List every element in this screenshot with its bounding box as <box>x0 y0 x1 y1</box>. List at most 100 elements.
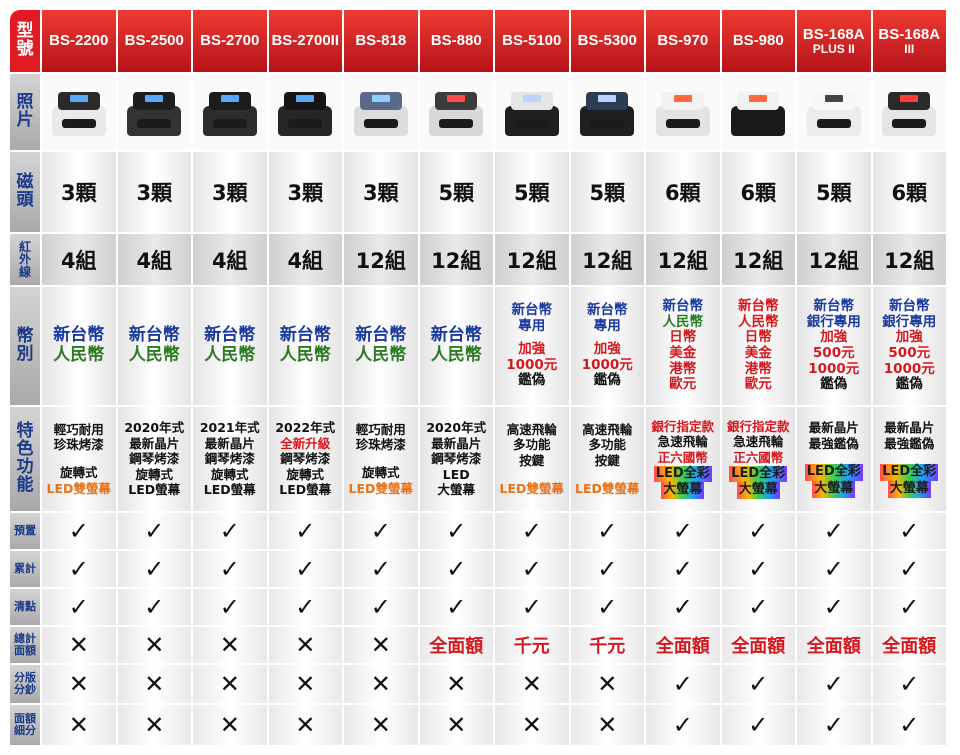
sort-cell: ✕ <box>193 665 267 703</box>
cross-icon: ✕ <box>68 631 89 659</box>
preset-cell: ✓ <box>797 513 871 549</box>
check-icon: ✓ <box>521 517 542 545</box>
row-label-heads-char: 頭 <box>16 190 34 210</box>
feature-line: 急速飛輪 <box>733 434 784 450</box>
cross-icon: ✕ <box>597 670 618 698</box>
model-name: BS-2200 <box>49 32 109 50</box>
feature-line: 銀行指定款 <box>726 418 790 434</box>
currency-line: 新台幣 <box>587 302 628 319</box>
row-label-sort: 分版 分鈔 <box>10 665 40 703</box>
total_amount-cell: 全面額 <box>797 627 871 663</box>
money-counter-image <box>727 86 789 138</box>
machine-slot <box>288 119 323 128</box>
feature-line: LED雙螢幕 <box>46 480 111 496</box>
magnetic-heads-value: 3顆 <box>362 181 399 205</box>
currency-line: 1000元 <box>581 356 633 373</box>
magnetic-heads-value: 6顆 <box>740 181 777 205</box>
machine-screen <box>673 95 692 102</box>
cross-icon: ✕ <box>295 631 316 659</box>
magnetic-heads-value: 3顆 <box>60 181 97 205</box>
denomination-cell: ✓ <box>872 705 946 745</box>
feature-line: LED螢幕 <box>203 482 256 498</box>
infrared-cell: 4組 <box>117 234 191 285</box>
currency-line: 人民幣 <box>53 345 105 365</box>
check-icon: ✓ <box>899 555 920 583</box>
feature-line: LED雙螢幕 <box>499 480 564 496</box>
currency-line: 1000元 <box>506 356 558 373</box>
check-icon: ✓ <box>370 517 391 545</box>
magnetic-heads-value: 3顆 <box>211 181 248 205</box>
sort-cell: ✕ <box>495 665 569 703</box>
machine-screen <box>296 95 315 102</box>
denomination-cell: ✕ <box>193 705 267 745</box>
currency-line: 人民幣 <box>430 345 482 365</box>
check-icon: ✓ <box>370 555 391 583</box>
row-label-denomination-char: 細分 <box>14 724 36 737</box>
feature-line: 旋轉式 <box>59 465 98 480</box>
feature-line: 最強鑑偽 <box>884 436 935 452</box>
machine-screen <box>598 95 617 102</box>
currency-line: 新台幣 <box>511 302 553 319</box>
model-name: BS-2700 <box>200 32 260 50</box>
infrared-cell: 12組 <box>646 234 720 285</box>
magnetic-heads-value: 5顆 <box>513 181 550 205</box>
currency-line: 人民幣 <box>738 313 779 330</box>
cross-icon: ✕ <box>219 711 240 739</box>
infrared-value: 12組 <box>808 248 859 273</box>
check-icon: ✓ <box>597 555 618 583</box>
sort-cell: ✕ <box>117 665 191 703</box>
machine-slot <box>61 119 96 128</box>
money-counter-image <box>48 86 110 138</box>
model-name: BS-970 <box>657 32 709 50</box>
machine-screen <box>824 95 843 102</box>
feature-line: 全新升級 <box>280 435 331 451</box>
corner-char: 型 <box>16 21 34 42</box>
model-header: BS-2500 <box>117 10 191 72</box>
row-label-accumulate: 累計 <box>10 551 40 587</box>
total_amount-cell: ✕ <box>268 627 342 663</box>
currency-line: 新台幣 <box>889 298 930 315</box>
feature-line: 鋼琴烤漆 <box>280 451 331 467</box>
row-label-infrared-char: 紅 <box>18 239 31 254</box>
preset-cell: ✓ <box>570 513 644 549</box>
feature-line: 輕巧耐用 <box>53 421 104 437</box>
row-label-infrared-char: 外 <box>18 252 31 267</box>
feature-line: 旋轉式 <box>286 466 324 482</box>
feature-line: 銀行指定款 <box>651 418 714 434</box>
machine-slot <box>439 119 474 128</box>
magnetic-heads-cell: 6顆 <box>872 152 946 232</box>
corner-char: 號 <box>16 39 34 59</box>
feature-line: 2022年式 <box>275 419 336 435</box>
feature-line: 急速飛輪 <box>657 434 708 450</box>
total_amount-cell: 全面額 <box>721 627 795 663</box>
preset-cell: ✓ <box>344 513 418 549</box>
magnetic-heads-cell: 5顆 <box>495 152 569 232</box>
cross-icon: ✕ <box>219 631 240 659</box>
currency-cell: 新台幣 人民幣 日幣 美金 港幣 歐元 <box>721 287 795 405</box>
accumulate-cell: ✓ <box>721 551 795 587</box>
clear-cell: ✓ <box>419 589 493 625</box>
currency-line: 加強 <box>895 329 923 346</box>
feature-cell: 2020年式 最新晶片 鋼琴烤漆 LED 大螢幕 <box>419 407 493 511</box>
feature-line: 鋼琴烤漆 <box>129 451 180 467</box>
feature-line: 珍珠烤漆 <box>53 437 104 453</box>
money-counter-image <box>350 86 412 138</box>
sort-cell: ✓ <box>646 665 720 703</box>
feature-cell: 高速飛輪 多功能 按鍵 LED雙螢幕 <box>570 407 644 511</box>
denomination-cell: ✕ <box>117 705 191 745</box>
currency-line: 1000元 <box>883 360 935 377</box>
infrared-value: 12組 <box>657 248 708 273</box>
total_amount-cell: ✕ <box>117 627 191 663</box>
cross-icon: ✕ <box>370 631 391 659</box>
check-icon: ✓ <box>823 593 844 621</box>
check-icon: ✓ <box>521 593 542 621</box>
feature-line: LED雙螢幕 <box>575 480 640 496</box>
feature-cell: 輕巧耐用 珍珠烤漆旋轉式 LED雙螢幕 <box>42 407 116 511</box>
check-icon: ✓ <box>672 555 693 583</box>
magnetic-heads-value: 6顆 <box>664 181 701 205</box>
model-subname: III <box>904 41 915 56</box>
denomination-cell: ✕ <box>42 705 116 745</box>
amount-value: 千元 <box>513 636 550 657</box>
denomination-cell: ✓ <box>721 705 795 745</box>
currency-line: 鑑偽 <box>820 376 848 393</box>
